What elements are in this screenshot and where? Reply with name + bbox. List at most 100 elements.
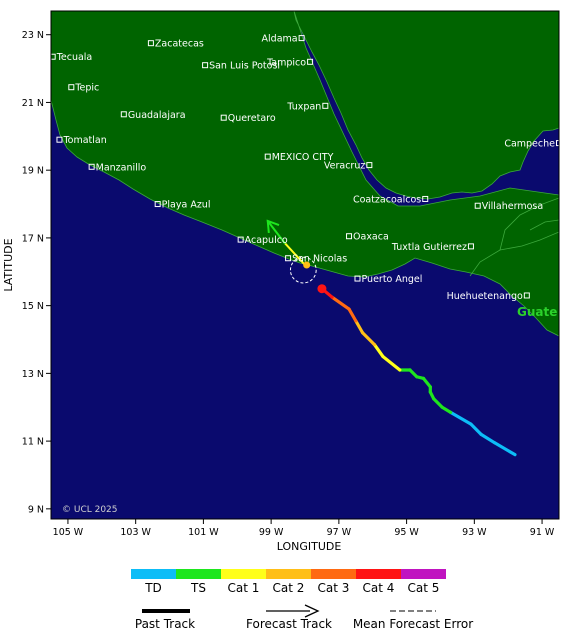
y-tick-label: 11 N [22,437,44,448]
town-square-icon [220,114,227,121]
town-marker: Villahermosa [474,201,543,212]
past-track-segment [372,342,385,359]
town-marker: Queretaro [220,113,276,124]
town-square-icon [237,236,244,243]
town-label: Playa Azul [162,200,211,211]
credit-label: © UCL 2025 [62,505,118,515]
town-square-icon [523,292,530,299]
town-square-icon [422,195,429,202]
y-tick-label: 19 N [22,166,44,177]
town-label: Oaxaca [353,232,389,243]
town-square-icon [56,136,63,143]
current-position-marker [317,284,327,294]
town-marker: Tomatlan [56,135,107,146]
past-track-label: Past Track [135,617,195,631]
town-square-icon [322,102,329,109]
town-label: Acapulco [245,235,288,246]
forecast-error-circle [289,256,317,284]
border-line [469,231,559,277]
town-label: Huehuetenango [447,291,523,302]
town-label: Queretaro [228,113,276,124]
landmass [51,11,559,337]
town-square-icon [346,233,353,240]
border-line [499,197,559,251]
town-marker: Tecuala [51,52,92,63]
past-track-segment [449,410,473,426]
town-marker: Tepic [68,83,99,94]
line-legend: Past Track Forecast Track Mean Forecast … [135,604,473,631]
legend-swatch [221,569,266,579]
past-track-segment [440,405,453,414]
town-square-icon [68,84,75,91]
forecast-track-segment [283,241,306,266]
town-square-icon [366,162,373,169]
country-label: Guate [517,305,557,319]
town-square-icon [474,202,481,209]
borders [469,197,559,277]
town-square-icon [88,163,95,170]
town-marker: Tuxpan [286,101,329,112]
y-axis-title: LATITUDE [2,238,15,291]
town-square-icon [467,243,474,250]
town-marker: MEXICO CITY [264,152,334,163]
town-square-icon [154,201,161,208]
x-tick-label: 99 W [259,527,284,538]
x-tick-label: 91 W [530,527,555,538]
past-track-layer [317,284,517,457]
x-tick-label: 105 W [53,527,84,538]
legend-category-label: Cat 4 [363,581,395,595]
past-track-segment [381,354,402,372]
past-track-segment [354,319,365,335]
town-marker: Huehuetenango [447,291,530,302]
town-label: San Nicolas [292,254,347,265]
legend-swatch [176,569,221,579]
y-tick-label: 23 N [22,30,44,41]
legend-category-label: TD [144,581,162,595]
town-marker: Campeche [504,139,559,150]
town-marker: San Luis Potosi [202,61,280,72]
town-marker: Coatzacoalcos [353,194,429,205]
town-square-icon [202,62,209,69]
town-marker: Veracruz [324,161,373,172]
town-label: Campeche [504,139,555,150]
town-label: Tepic [74,83,99,94]
legend-category-label: Cat 5 [408,581,440,595]
town-label: Tampico [266,57,306,68]
past-track-segment [421,376,432,389]
town-square-icon [120,111,127,118]
past-track-segment [469,422,483,436]
town-label: Villahermosa [482,201,543,212]
town-label: San Luis Potosi [209,61,280,72]
town-marker: San Nicolas [285,254,347,265]
y-tick-label: 15 N [22,301,44,312]
town-square-icon [307,58,314,65]
past-track-segment [493,441,517,457]
past-track-segment [347,307,358,323]
town-label: Tomatlan [62,135,106,146]
town-square-icon [147,40,154,47]
town-label: Tuxtla Gutierrez [391,242,467,253]
town-label: Guadalajara [128,110,186,121]
x-tick-label: 97 W [327,527,352,538]
legend-category-label: Cat 3 [318,581,350,595]
legend-category-label: Cat 2 [273,581,305,595]
legend-swatch [131,569,176,579]
town-square-icon [51,53,56,60]
town-marker: Manzanillo [88,162,146,173]
past-track-segment [330,295,351,311]
town-label: Veracruz [324,161,365,172]
forecast-track-layer [266,219,311,269]
y-axis-ticks: 23 N 21 N 19 N 17 N 15 N 13 N 11 N 9 N [22,30,51,515]
forecast-arrow-icon [304,604,320,618]
town-marker: Puerto Angel [354,274,422,285]
town-marker: Guadalajara [120,110,186,121]
town-square-icon [354,275,361,282]
town-label: Coatzacoalcos [353,194,421,205]
legend-swatch [311,569,356,579]
forecast-arrowhead-icon [266,219,280,234]
y-tick-label: 17 N [22,233,44,244]
town-marker: Zacatecas [147,39,204,50]
town-label: MEXICO CITY [272,152,334,163]
